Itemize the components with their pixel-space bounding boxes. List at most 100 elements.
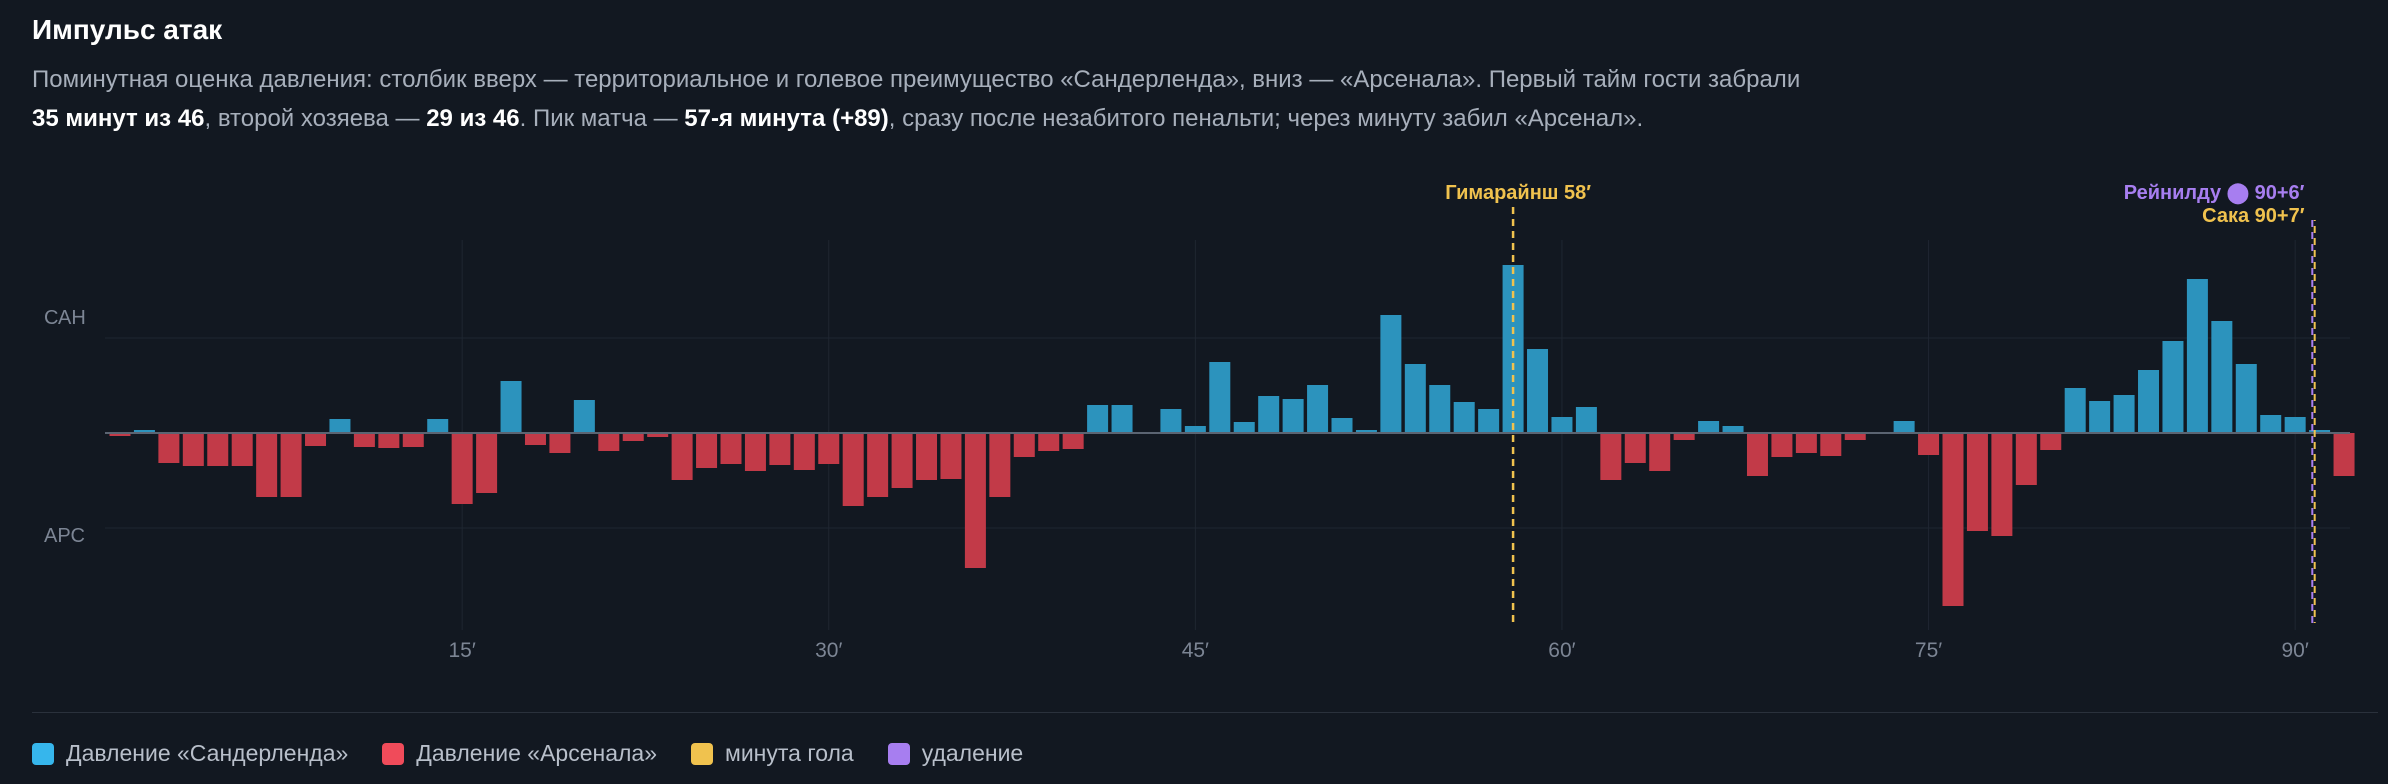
bar-minute-1 xyxy=(109,433,131,436)
bar-minute-26 xyxy=(720,433,742,464)
legend-item-sunderland: Давление «Сандерленда» xyxy=(32,740,348,767)
bar-minute-59 xyxy=(1527,349,1549,433)
bar-minute-36 xyxy=(964,433,986,568)
bar-minute-66 xyxy=(1698,421,1720,433)
bar-minute-34 xyxy=(916,433,938,480)
bar-minute-41 xyxy=(1087,405,1109,433)
chart-subtitle: Поминутная оценка давления: столбик ввер… xyxy=(32,60,1832,138)
bar-minute-65 xyxy=(1673,433,1695,440)
chart-title: Импульс атак xyxy=(32,14,223,45)
bar-minute-31 xyxy=(842,433,864,506)
subtitle-bold-1: 35 минут из 46 xyxy=(32,105,205,132)
x-tick-label-90: 90′ xyxy=(2282,639,2309,662)
red-card-label-reinildo: Рейнилду ⬤ 90+6′ xyxy=(2124,182,2305,205)
goal-label-guimaraes: Гимарайнш 58′ xyxy=(1445,182,1591,204)
bar-minute-60 xyxy=(1551,417,1573,433)
bar-minute-67 xyxy=(1722,426,1744,433)
bar-minute-37 xyxy=(989,433,1011,497)
bar-minute-71 xyxy=(1820,433,1842,456)
bar-minute-62 xyxy=(1600,433,1622,480)
bar-minute-69 xyxy=(1771,433,1793,457)
bar-minute-72 xyxy=(1844,433,1866,440)
goal-label-saka: Сака 90+7′ xyxy=(2202,205,2305,227)
bar-minute-17 xyxy=(500,381,522,433)
bar-minute-48 xyxy=(1258,396,1280,433)
bar-minute-12 xyxy=(378,433,400,448)
bar-minute-74 xyxy=(1893,421,1915,433)
bar-minute-19 xyxy=(549,433,571,453)
bar-minute-79 xyxy=(2015,433,2037,485)
bar-minute-89 xyxy=(2260,415,2282,433)
y-label-bottom: АРС xyxy=(44,525,85,547)
legend-label-goal: минута гола xyxy=(725,740,854,766)
bar-minute-61 xyxy=(1575,407,1597,433)
subtitle-text-3: . Пик матча — xyxy=(519,105,685,132)
bar-minute-38 xyxy=(1013,433,1035,457)
bar-minute-70 xyxy=(1795,433,1817,453)
momentum-chart: САН АРС 15′ 30′ 45′ 60′ 75′ 90′ Гимарайнш 58′ Рей… xyxy=(44,182,2355,662)
x-tick-label-75: 75′ xyxy=(1915,639,1942,662)
bar-minute-57 xyxy=(1478,409,1500,433)
x-tick-label-15: 15′ xyxy=(449,639,476,662)
legend-label-sunderland: Давление «Сандерленда» xyxy=(66,740,349,766)
bar-minute-77 xyxy=(1966,433,1988,531)
bar-minute-53 xyxy=(1380,315,1402,433)
bar-minute-85 xyxy=(2162,341,2184,433)
bar-minute-54 xyxy=(1404,364,1426,433)
subtitle-text-2: , второй хозяева — xyxy=(204,105,427,132)
subtitle-bold-2: 29 из 46 xyxy=(426,105,520,132)
bar-minute-25 xyxy=(696,433,718,468)
bar-minute-81 xyxy=(2064,388,2086,433)
bar-minute-76 xyxy=(1942,433,1964,606)
bar-minute-56 xyxy=(1453,402,1475,433)
subtitle-text-1: Поминутная оценка давления: столбик ввер… xyxy=(32,66,1801,93)
legend-label-red-card: удаление xyxy=(921,740,1024,766)
bar-minute-6 xyxy=(231,433,253,466)
bar-minute-75 xyxy=(1918,433,1940,455)
bar-minute-91 xyxy=(2309,430,2331,433)
bar-minute-3 xyxy=(158,433,180,463)
bar-minute-47 xyxy=(1233,422,1255,433)
bar-minute-9 xyxy=(305,433,327,446)
x-tick-label-45: 45′ xyxy=(1182,639,1209,662)
bar-minute-50 xyxy=(1307,385,1329,433)
legend-swatch-arsenal xyxy=(382,742,405,765)
legend-swatch-sunderland xyxy=(32,742,54,765)
bar-minute-28 xyxy=(769,433,791,465)
bar-minute-52 xyxy=(1355,430,1377,433)
legend-item-arsenal: Давление «Арсенала» xyxy=(382,740,657,767)
legend-swatch-red-card xyxy=(887,742,910,765)
bar-minute-21 xyxy=(598,433,620,451)
subtitle-text-4: , сразу после незабитого пенальти; через… xyxy=(888,105,1644,132)
bar-minute-84 xyxy=(2138,370,2160,433)
bar-minute-68 xyxy=(1746,433,1768,476)
bar-minute-45 xyxy=(1184,426,1206,433)
bar-minute-15 xyxy=(451,433,473,504)
x-tick-label-60: 60′ xyxy=(1548,639,1575,662)
y-label-top: САН xyxy=(44,307,86,329)
bar-minute-10 xyxy=(329,419,351,433)
bar-minute-2 xyxy=(133,430,155,433)
bar-minute-20 xyxy=(573,400,595,433)
bar-minute-14 xyxy=(427,419,449,433)
bar-minute-63 xyxy=(1624,433,1646,463)
bar-minute-24 xyxy=(671,433,693,480)
bar-minute-33 xyxy=(891,433,913,488)
bar-minute-55 xyxy=(1429,385,1451,433)
bar-minute-92 xyxy=(2333,433,2355,476)
legend-divider xyxy=(32,712,2378,713)
bar-minute-27 xyxy=(744,433,766,471)
legend-item-goal: минута гола xyxy=(691,740,854,767)
bar-minute-35 xyxy=(940,433,962,479)
legend-label-arsenal: Давление «Арсенала» xyxy=(416,740,658,766)
bar-minute-58 xyxy=(1502,265,1524,433)
bar-minute-86 xyxy=(2186,279,2208,433)
bar-minute-42 xyxy=(1111,405,1133,433)
bar-minute-32 xyxy=(867,433,889,497)
x-tick-label-30: 30′ xyxy=(815,639,842,662)
bar-minute-80 xyxy=(2040,433,2062,450)
bar-minute-13 xyxy=(402,433,424,447)
bar-minute-87 xyxy=(2211,321,2233,433)
bar-minute-90 xyxy=(2284,417,2306,433)
legend-item-red-card: удаление xyxy=(887,740,1024,767)
